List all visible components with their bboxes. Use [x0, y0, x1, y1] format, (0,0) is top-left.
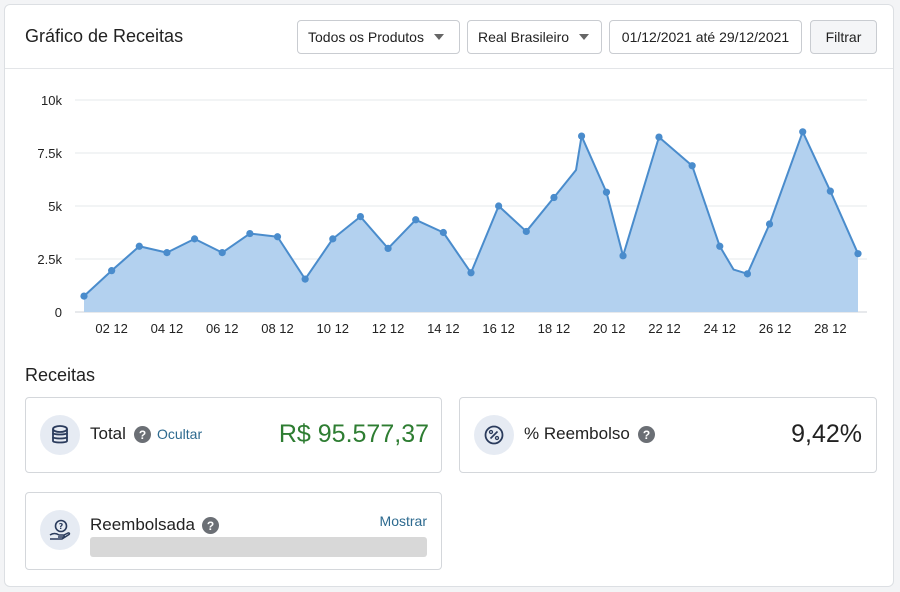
data-point[interactable]	[550, 193, 558, 202]
y-tick-label: 7.5k	[37, 146, 62, 161]
data-point[interactable]	[412, 216, 420, 224]
data-point[interactable]	[577, 132, 586, 140]
filter-button[interactable]: Filtrar	[810, 20, 877, 54]
x-tick-label: 16 12	[482, 321, 515, 336]
refunded-value-placeholder	[90, 537, 427, 557]
product-select[interactable]: Todos os Produtos	[297, 20, 460, 54]
data-point[interactable]	[495, 202, 503, 210]
data-point[interactable]	[826, 187, 834, 195]
show-refunded-link[interactable]: Mostrar	[379, 513, 427, 529]
chart-series	[83, 130, 859, 312]
currency-select[interactable]: Real Brasileiro	[467, 20, 602, 54]
metric-refund-percent: % Reembolso ? 9,42%	[459, 397, 877, 473]
area-fill	[84, 131, 858, 312]
data-point[interactable]	[190, 235, 199, 243]
x-tick-label: 08 12	[261, 321, 294, 336]
total-help-icon[interactable]: ?	[134, 426, 151, 443]
data-point[interactable]	[743, 270, 752, 278]
data-point[interactable]	[108, 267, 116, 275]
data-point[interactable]	[716, 242, 724, 250]
revenue-card: Gráfico de Receitas Todos os Produtos Re…	[4, 4, 894, 587]
data-point[interactable]	[765, 220, 774, 228]
data-point[interactable]	[273, 233, 282, 241]
refund-percent-value: 9,42%	[791, 420, 862, 448]
data-point[interactable]	[619, 252, 627, 260]
percent-icon	[474, 415, 514, 455]
data-point[interactable]	[439, 228, 447, 237]
page-title: Gráfico de Receitas	[25, 26, 184, 46]
data-point[interactable]	[467, 269, 475, 277]
x-tick-label: 06 12	[206, 321, 239, 336]
x-tick-label: 28 12	[814, 321, 847, 336]
data-point[interactable]	[384, 244, 392, 252]
data-point[interactable]	[163, 249, 171, 257]
data-point[interactable]	[135, 242, 143, 250]
x-axis: 02 12 04 12 06 12 08 12 10 12 12 12 14 12 16 12…	[95, 321, 846, 336]
y-tick-label: 10k	[41, 93, 62, 108]
card-header: Gráfico de Receitas Todos os Produtos Re…	[5, 5, 893, 69]
product-select-value: Todos os Produtos	[308, 29, 424, 45]
data-point[interactable]	[246, 229, 254, 238]
x-tick-label: 14 12	[427, 321, 460, 336]
refund-hand-icon: ?	[40, 510, 80, 550]
y-tick-label: 5k	[48, 199, 62, 214]
date-range-input[interactable]: 01/12/2021 até 29/12/2021	[609, 20, 802, 54]
data-point[interactable]	[301, 275, 309, 283]
refunded-help-icon[interactable]: ?	[202, 517, 219, 534]
x-tick-label: 26 12	[759, 321, 792, 336]
total-label: Total	[90, 424, 126, 443]
y-tick-label: 0	[55, 305, 62, 320]
data-point[interactable]	[356, 213, 365, 221]
data-point[interactable]	[854, 250, 862, 258]
date-range-value: 01/12/2021 até 29/12/2021	[621, 29, 790, 45]
metric-total: Total ? Ocultar R$ 95.577,37	[25, 397, 442, 473]
refund-percent-label: % Reembolso	[524, 424, 630, 443]
data-point[interactable]	[80, 292, 88, 300]
database-icon	[40, 415, 80, 455]
x-tick-label: 24 12	[704, 321, 737, 336]
chevron-down-icon	[579, 34, 590, 40]
x-tick-label: 20 12	[593, 321, 626, 336]
x-tick-label: 04 12	[151, 321, 184, 336]
svg-text:?: ?	[59, 522, 64, 531]
x-tick-label: 22 12	[648, 321, 681, 336]
data-point[interactable]	[655, 133, 663, 141]
x-tick-label: 10 12	[317, 321, 350, 336]
data-point[interactable]	[218, 249, 226, 257]
y-tick-label: 2.5k	[37, 252, 62, 267]
hide-total-link[interactable]: Ocultar	[157, 426, 203, 442]
chevron-down-icon	[433, 34, 444, 40]
x-tick-label: 18 12	[538, 321, 571, 336]
total-value: R$ 95.577,37	[278, 420, 429, 448]
data-point[interactable]	[688, 162, 696, 170]
refund-percent-help-icon[interactable]: ?	[638, 426, 655, 443]
data-point[interactable]	[522, 227, 530, 236]
data-point[interactable]	[329, 235, 337, 243]
data-point[interactable]	[602, 188, 611, 196]
currency-select-value: Real Brasileiro	[478, 29, 570, 45]
section-title-receitas: Receitas	[25, 365, 96, 385]
y-axis: 0 2.5k 5k 7.5k 10k	[37, 93, 62, 320]
refunded-label: Reembolsada	[90, 515, 195, 534]
revenue-chart: 0 2.5k 5k 7.5k 10k 02 12 04 12 06 12 08 12 10 12…	[37, 93, 867, 336]
x-tick-label: 02 12	[95, 321, 128, 336]
metric-refunded: ? Reembolsada ? Mostrar	[25, 492, 442, 570]
data-point[interactable]	[799, 128, 807, 136]
x-tick-label: 12 12	[372, 321, 405, 336]
chart-points	[80, 128, 862, 300]
